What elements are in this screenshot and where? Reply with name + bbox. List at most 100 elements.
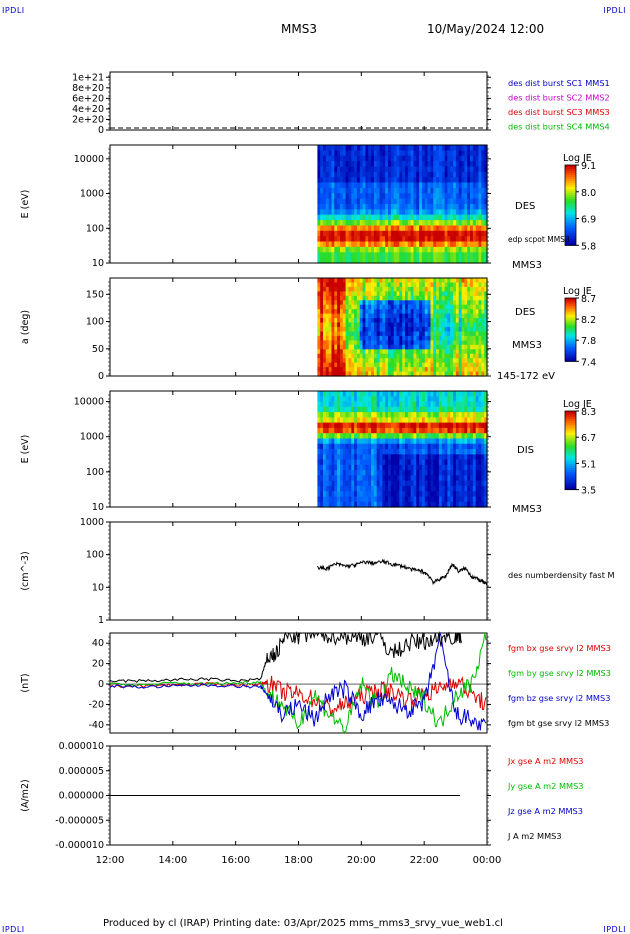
heatmap-cell — [382, 145, 386, 151]
heatmap-cell — [325, 349, 330, 355]
legend-entry: Jz gse A m2 MMS3 — [507, 806, 583, 816]
heatmap-cell — [390, 171, 395, 178]
heatmap-cell — [433, 187, 437, 194]
heatmap-cell — [379, 417, 383, 424]
y-tick-label: 0 — [98, 125, 104, 136]
heatmap-cell — [325, 475, 330, 482]
colorbar-step — [565, 332, 576, 335]
heatmap-cell — [441, 291, 446, 297]
heatmap-cell — [373, 150, 378, 157]
heatmap-cell — [368, 171, 372, 178]
heatmap-cell — [317, 391, 321, 397]
heatmap-cell — [422, 225, 426, 232]
heatmap-cell — [340, 501, 344, 508]
heatmap-cell — [354, 417, 358, 424]
colorbar-step — [565, 215, 576, 218]
heatmap-cell — [430, 417, 434, 424]
heatmap-cell — [376, 225, 381, 232]
colorbar-step — [565, 241, 576, 244]
heatmap-cell — [356, 198, 361, 205]
heatmap-cell — [419, 470, 423, 476]
heatmap-cell — [342, 145, 347, 151]
heatmap-cell — [328, 193, 333, 200]
heatmap-cell — [342, 304, 347, 310]
heatmap-cell — [342, 340, 347, 346]
heatmap-cell — [393, 204, 398, 210]
heatmap-cell — [424, 443, 429, 450]
heatmap-cell — [407, 501, 412, 508]
heatmap-cell — [467, 496, 471, 503]
heatmap-cell — [323, 422, 327, 429]
heatmap-cell — [472, 291, 477, 297]
heatmap-cell — [342, 475, 347, 482]
heatmap-cell — [382, 353, 386, 359]
heatmap-cell — [379, 182, 383, 189]
heatmap-cell — [382, 286, 386, 292]
heatmap-cell — [484, 427, 488, 434]
heatmap-cell — [458, 454, 463, 461]
heatmap-cell — [461, 401, 465, 408]
heatmap-cell — [356, 327, 361, 333]
heatmap-cell — [407, 485, 412, 492]
heatmap-cell — [399, 459, 403, 466]
heatmap-cell — [427, 241, 431, 248]
heatmap-cell — [334, 187, 338, 194]
heatmap-cell — [337, 427, 341, 434]
heatmap-cell — [373, 331, 378, 337]
heatmap-cell — [385, 480, 389, 487]
heatmap-cell — [444, 318, 448, 324]
heatmap-cell — [458, 438, 463, 445]
heatmap-cell — [424, 406, 429, 413]
heatmap-cell — [345, 433, 349, 440]
heatmap-cell — [351, 459, 355, 466]
heatmap-cell — [470, 391, 474, 397]
heatmap-cell — [317, 230, 321, 237]
heatmap-cell — [478, 412, 482, 418]
heatmap-cell — [481, 225, 485, 232]
heatmap-cell — [385, 214, 389, 221]
heatmap-cell — [388, 313, 392, 319]
heatmap-cell — [436, 230, 440, 237]
heatmap-cell — [317, 171, 321, 178]
heatmap-cell — [325, 459, 330, 466]
heatmap-cell — [419, 230, 423, 237]
heatmap-cell — [472, 358, 477, 364]
heatmap-cell — [475, 344, 480, 350]
heatmap-cell — [472, 396, 477, 403]
heatmap-cell — [320, 349, 324, 355]
heatmap-cell — [458, 204, 463, 210]
heatmap-cell — [402, 246, 406, 253]
heatmap-cell — [317, 449, 321, 455]
heatmap-cell — [376, 491, 381, 498]
heatmap-cell — [455, 427, 460, 434]
colorbar-step — [565, 462, 576, 465]
heatmap-cell — [368, 443, 372, 450]
heatmap-cell — [472, 282, 477, 288]
heatmap-cell — [410, 391, 415, 397]
heatmap-cell — [419, 241, 423, 248]
heatmap-cell — [317, 358, 321, 364]
heatmap-cell — [359, 220, 364, 227]
heatmap-cell — [385, 396, 389, 403]
heatmap-cell — [484, 150, 488, 157]
heatmap-cell — [388, 449, 392, 455]
heatmap-cell — [393, 340, 398, 346]
heatmap-cell — [348, 340, 352, 346]
heatmap-cell — [371, 282, 375, 288]
heatmap-cell — [410, 187, 415, 194]
heatmap-cell — [419, 353, 423, 359]
heatmap-cell — [427, 300, 431, 306]
heatmap-cell — [447, 295, 451, 301]
heatmap-cell — [331, 295, 335, 301]
heatmap-cell — [340, 313, 344, 319]
heatmap-cell — [484, 464, 488, 471]
heatmap-cell — [359, 295, 364, 301]
heatmap-cell — [388, 204, 392, 210]
heatmap-cell — [484, 295, 488, 301]
heatmap-cell — [388, 187, 392, 194]
heatmap-cell — [334, 438, 338, 445]
heatmap-cell — [475, 295, 480, 301]
heatmap-cell — [427, 464, 431, 471]
heatmap-cell — [396, 349, 400, 355]
heatmap-cell — [337, 161, 341, 168]
